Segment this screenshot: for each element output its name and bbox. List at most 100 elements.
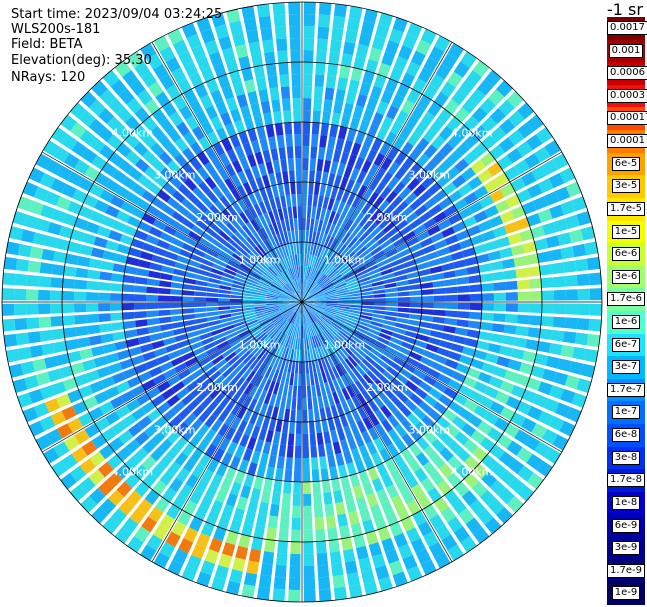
beta-gate <box>409 242 423 253</box>
beta-gate <box>83 396 99 410</box>
colorbar-tick-label: 6e-9 <box>607 514 645 538</box>
beta-gate <box>500 183 516 198</box>
beta-gate <box>152 218 167 231</box>
beta-gate <box>292 505 301 518</box>
beta-gate <box>479 321 493 331</box>
beta-gate <box>332 574 346 589</box>
beta-gate <box>190 172 204 186</box>
beta-gate <box>318 2 332 16</box>
beta-gate <box>521 171 537 187</box>
beta-gate <box>269 87 280 101</box>
beta-gate <box>448 400 463 414</box>
beta-gate <box>313 86 324 99</box>
beta-gate <box>186 554 202 571</box>
beta-gate <box>468 390 484 403</box>
beta-gate <box>348 584 363 599</box>
beta-gate <box>267 515 279 529</box>
beta-gate <box>431 151 446 166</box>
beta-gate <box>302 302 311 311</box>
beta-gate <box>239 350 251 362</box>
beta-gate <box>358 231 370 243</box>
beta-gate <box>44 355 59 369</box>
beta-gate <box>442 182 457 196</box>
beta-gate <box>431 438 446 453</box>
beta-gate <box>500 406 516 421</box>
beta-gate <box>91 506 108 524</box>
beta-gate <box>356 273 370 281</box>
beta-gate <box>281 308 293 316</box>
beta-gate <box>272 343 280 356</box>
beta-gate <box>234 249 246 260</box>
beta-gate <box>288 589 301 602</box>
beta-gate <box>304 242 308 255</box>
beta-gate <box>423 531 439 548</box>
beta-gate <box>302 457 310 470</box>
beta-gate <box>62 290 75 301</box>
nrays-label: NRays: 120 <box>11 70 86 85</box>
beta-gate <box>205 510 219 526</box>
beta-gate <box>327 418 336 431</box>
beta-gate <box>330 404 339 418</box>
beta-gate <box>206 400 219 414</box>
beta-gate <box>163 224 177 236</box>
beta-gate <box>267 341 276 353</box>
beta-gate <box>344 342 356 353</box>
beta-gate <box>26 317 40 330</box>
beta-gate <box>349 302 362 305</box>
beta-gate <box>310 146 318 159</box>
beta-gate <box>158 454 173 470</box>
beta-gate <box>50 303 63 314</box>
beta-gate <box>385 287 398 293</box>
beta-gate <box>404 399 418 412</box>
beta-gate <box>400 516 416 532</box>
beta-gate <box>493 281 506 291</box>
beta-gate <box>266 326 277 336</box>
beta-gate <box>398 543 413 560</box>
beta-gate <box>487 162 503 177</box>
beta-gate <box>302 302 314 307</box>
beta-gate <box>305 230 310 243</box>
beta-gate <box>178 105 193 121</box>
beta-gate <box>65 253 79 265</box>
beta-gate <box>300 325 302 338</box>
beta-gate <box>311 308 323 316</box>
beta-gate <box>292 206 298 219</box>
beta-gate <box>574 258 589 272</box>
beta-gate <box>47 221 62 236</box>
beta-gate <box>290 302 302 306</box>
beta-gate <box>380 239 393 250</box>
beta-gate <box>312 348 318 361</box>
beta-gate <box>211 239 224 250</box>
beta-gate <box>493 313 506 323</box>
beta-gate <box>89 451 106 467</box>
colorbar-tick-label: 0.0006 <box>607 62 647 85</box>
beta-gate <box>490 260 504 271</box>
beta-gate <box>304 325 308 338</box>
beta-gate <box>218 298 231 302</box>
beta-gate <box>351 195 362 209</box>
beta-gate <box>361 291 374 296</box>
beta-gate <box>191 44 206 61</box>
beta-gate <box>234 344 246 355</box>
beta-gate <box>269 197 277 211</box>
beta-gate <box>348 510 360 525</box>
beta-gate <box>433 497 449 513</box>
beta-gate <box>195 317 208 324</box>
beta-gate <box>27 331 42 344</box>
beta-gate <box>364 260 377 269</box>
beta-gate <box>437 373 452 386</box>
beta-gate <box>375 340 388 350</box>
beta-gate <box>72 400 88 416</box>
beta-gate <box>444 234 459 246</box>
beta-gate <box>272 330 281 341</box>
beta-gate <box>467 414 483 428</box>
beta-gate <box>325 296 338 300</box>
beta-gate <box>375 254 388 264</box>
beta-gate <box>242 353 254 365</box>
beta-gate <box>114 340 128 351</box>
beta-gate <box>336 427 346 441</box>
beta-gate <box>290 529 301 542</box>
beta-gate <box>407 319 421 327</box>
beta-gate <box>360 287 374 293</box>
beta-gate <box>224 413 236 427</box>
